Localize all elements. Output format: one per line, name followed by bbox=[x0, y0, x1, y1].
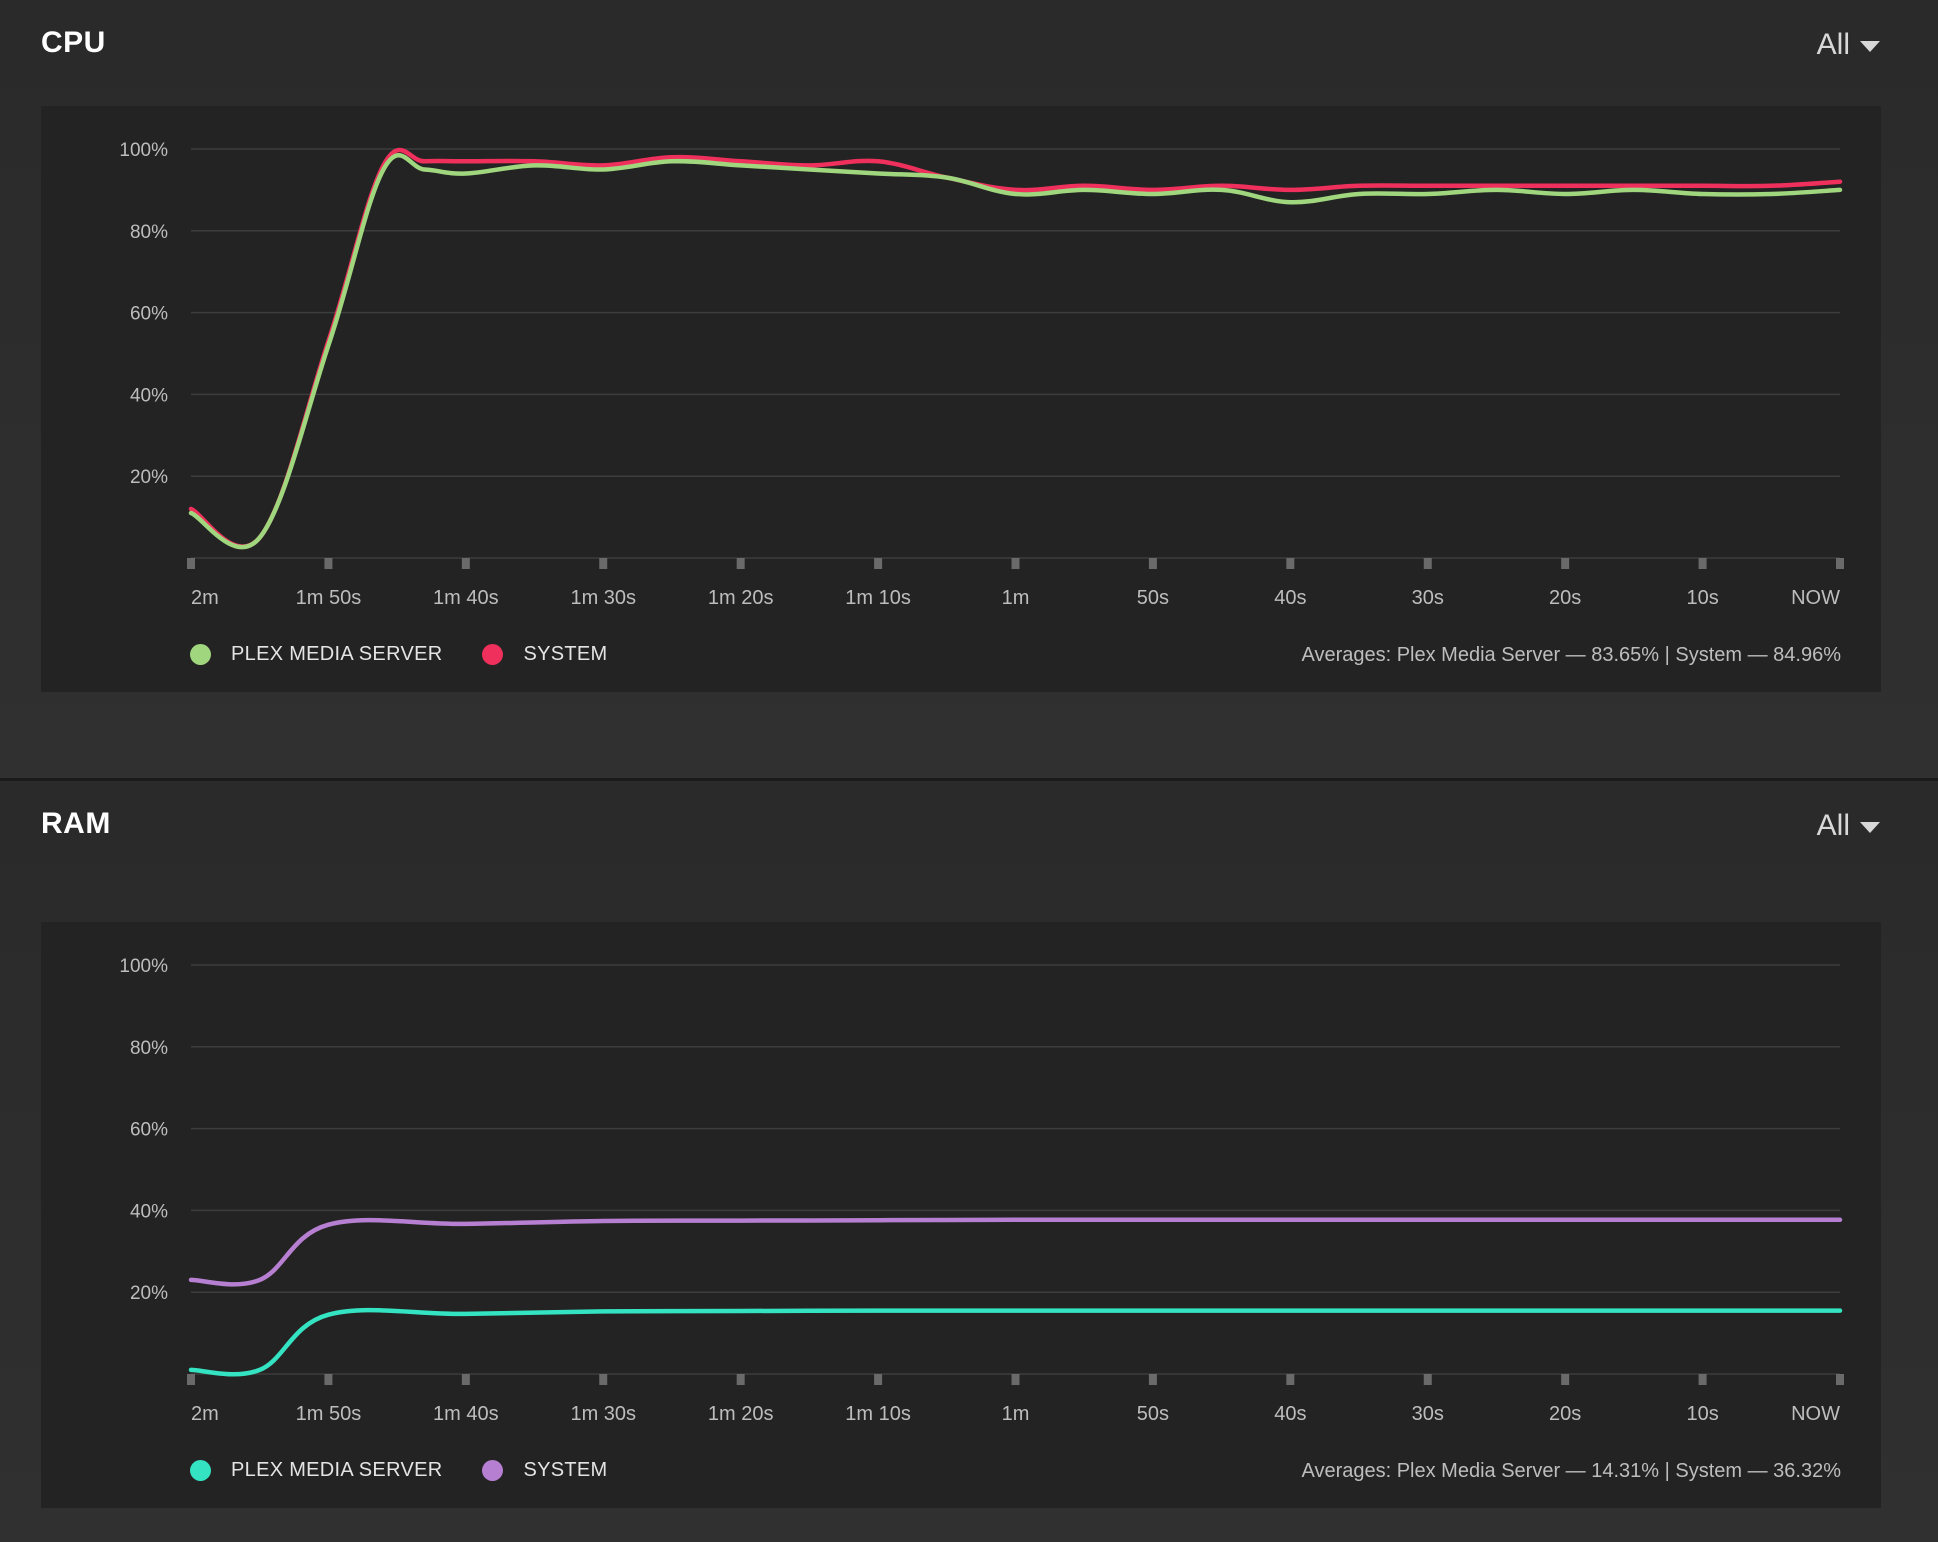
x-tick-mark bbox=[461, 1374, 470, 1385]
x-tick-label: 1m 40s bbox=[433, 587, 499, 609]
legend-label: SYSTEM bbox=[523, 643, 608, 665]
series-line-plex bbox=[188, 147, 1843, 549]
x-tick-label: 20s bbox=[1549, 587, 1581, 609]
ram-title: RAM bbox=[41, 807, 111, 840]
legend-label: PLEX MEDIA SERVER bbox=[231, 1459, 443, 1481]
x-tick-mark bbox=[1698, 1374, 1707, 1385]
x-tick-label: 1m 10s bbox=[845, 1403, 911, 1425]
x-tick-label: 2m bbox=[191, 1403, 219, 1425]
x-tick-label: 1m 50s bbox=[296, 1403, 362, 1425]
legend-dot-icon bbox=[190, 644, 211, 665]
x-tick-label: 1m 30s bbox=[570, 587, 636, 609]
cpu-filter-dropdown[interactable]: All bbox=[1817, 28, 1880, 62]
legend-dot-icon bbox=[190, 1460, 211, 1481]
series-line-system bbox=[188, 1217, 1843, 1287]
cpu-chart: 100% 80% 60% 40% 20% 2m 1m 50s 1m 40s 1m 30s 1m 2… bbox=[119, 140, 1844, 609]
y-tick-label: 20% bbox=[130, 1283, 168, 1304]
legend-label: PLEX MEDIA SERVER bbox=[231, 643, 443, 665]
x-tick-label: 1m 50s bbox=[296, 587, 362, 609]
chevron-down-icon bbox=[1860, 40, 1880, 52]
x-tick-label: 50s bbox=[1137, 587, 1169, 609]
y-tick-label: 80% bbox=[130, 1038, 168, 1059]
x-tick-label: 10s bbox=[1686, 587, 1718, 609]
legend-item-plex[interactable]: PLEX MEDIA SERVER bbox=[190, 643, 442, 666]
x-tick-label: NOW bbox=[1791, 1403, 1840, 1425]
y-tick-label: 40% bbox=[130, 385, 168, 406]
legend-item-system[interactable]: SYSTEM bbox=[482, 643, 607, 666]
x-tick-label: 30s bbox=[1412, 1403, 1444, 1425]
x-tick-label: 50s bbox=[1137, 1403, 1169, 1425]
x-tick-label: 20s bbox=[1549, 1403, 1581, 1425]
x-tick-mark bbox=[599, 1374, 608, 1385]
x-tick-mark bbox=[1148, 558, 1157, 569]
cpu-title: CPU bbox=[41, 26, 106, 59]
x-tick-mark bbox=[874, 558, 883, 569]
ram-chart: 100% 80% 60% 40% 20% 2m 1m 50s 1m 40s 1m 30s 1m 2… bbox=[119, 956, 1844, 1425]
x-tick-label: NOW bbox=[1791, 587, 1840, 609]
x-tick-mark bbox=[1011, 558, 1020, 569]
x-tick-label: 30s bbox=[1412, 587, 1444, 609]
x-tick-mark bbox=[324, 1374, 333, 1385]
x-tick-mark bbox=[1698, 558, 1707, 569]
legend-item-system[interactable]: SYSTEM bbox=[482, 1459, 607, 1482]
x-tick-label: 40s bbox=[1274, 1403, 1306, 1425]
ram-filter-value: All bbox=[1816, 809, 1850, 842]
x-tick-mark bbox=[736, 1374, 745, 1385]
ram-legend: PLEX MEDIA SERVER SYSTEM bbox=[190, 1459, 648, 1482]
x-tick-mark bbox=[874, 1374, 883, 1385]
legend-label: SYSTEM bbox=[523, 1459, 608, 1481]
x-tick-mark bbox=[599, 558, 608, 569]
x-tick-label: 1m 40s bbox=[433, 1403, 499, 1425]
x-tick-label: 10s bbox=[1686, 1403, 1718, 1425]
x-tick-mark bbox=[1286, 558, 1295, 569]
y-tick-label: 100% bbox=[119, 956, 168, 977]
x-tick-label: 1m 20s bbox=[708, 1403, 774, 1425]
x-tick-mark bbox=[1286, 1374, 1295, 1385]
x-tick-label: 40s bbox=[1274, 587, 1306, 609]
series-line-system bbox=[188, 153, 1843, 550]
cpu-filter-value: All bbox=[1816, 28, 1850, 61]
section-divider bbox=[0, 778, 1938, 781]
ram-section: RAM All 100% 80% 60% 40% 20% 2m 1m 50s 1m 40s 1m… bbox=[0, 781, 1938, 1542]
x-tick-label: 1m bbox=[1002, 1403, 1030, 1425]
ram-filter-dropdown[interactable]: All bbox=[1817, 809, 1880, 843]
x-tick-mark bbox=[1148, 1374, 1157, 1385]
y-tick-label: 60% bbox=[130, 1120, 168, 1141]
y-tick-label: 60% bbox=[130, 304, 168, 325]
x-tick-mark bbox=[187, 1374, 195, 1385]
x-tick-label: 1m bbox=[1002, 587, 1030, 609]
legend-dot-icon bbox=[482, 644, 504, 665]
x-tick-label: 1m 30s bbox=[570, 1403, 636, 1425]
series-line-plex bbox=[188, 1307, 1843, 1377]
x-tick-mark bbox=[1561, 1374, 1570, 1385]
legend-dot-icon bbox=[482, 1460, 504, 1481]
x-tick-mark bbox=[1836, 558, 1844, 569]
x-tick-label: 2m bbox=[191, 587, 219, 609]
chevron-down-icon bbox=[1860, 821, 1880, 833]
cpu-section: CPU All 100% 80% 60% 40% 20% 2m 1m 50s 1m 40s 1m… bbox=[0, 0, 1938, 778]
y-tick-label: 20% bbox=[130, 467, 168, 488]
x-tick-mark bbox=[1836, 1374, 1844, 1385]
cpu-averages: Averages: Plex Media Server — 83.65% | S… bbox=[1301, 644, 1841, 666]
x-tick-label: 1m 10s bbox=[845, 587, 911, 609]
x-tick-mark bbox=[736, 558, 745, 569]
x-tick-mark bbox=[1011, 1374, 1020, 1385]
ram-chart-panel: 100% 80% 60% 40% 20% 2m 1m 50s 1m 40s 1m 30s 1m 2… bbox=[41, 922, 1881, 1508]
x-tick-mark bbox=[1423, 1374, 1432, 1385]
x-tick-mark bbox=[187, 558, 195, 569]
legend-item-plex[interactable]: PLEX MEDIA SERVER bbox=[190, 1459, 442, 1482]
x-tick-mark bbox=[461, 558, 470, 569]
x-tick-mark bbox=[324, 558, 333, 569]
x-tick-label: 1m 20s bbox=[708, 587, 774, 609]
x-tick-mark bbox=[1423, 558, 1432, 569]
y-tick-label: 100% bbox=[119, 140, 168, 161]
x-tick-mark bbox=[1561, 558, 1570, 569]
cpu-legend: PLEX MEDIA SERVER SYSTEM bbox=[190, 643, 648, 666]
y-tick-label: 40% bbox=[130, 1201, 168, 1222]
cpu-chart-panel: 100% 80% 60% 40% 20% 2m 1m 50s 1m 40s 1m 30s 1m 2… bbox=[41, 106, 1881, 692]
y-tick-label: 80% bbox=[130, 222, 168, 243]
ram-averages: Averages: Plex Media Server — 14.31% | S… bbox=[1301, 1460, 1841, 1482]
